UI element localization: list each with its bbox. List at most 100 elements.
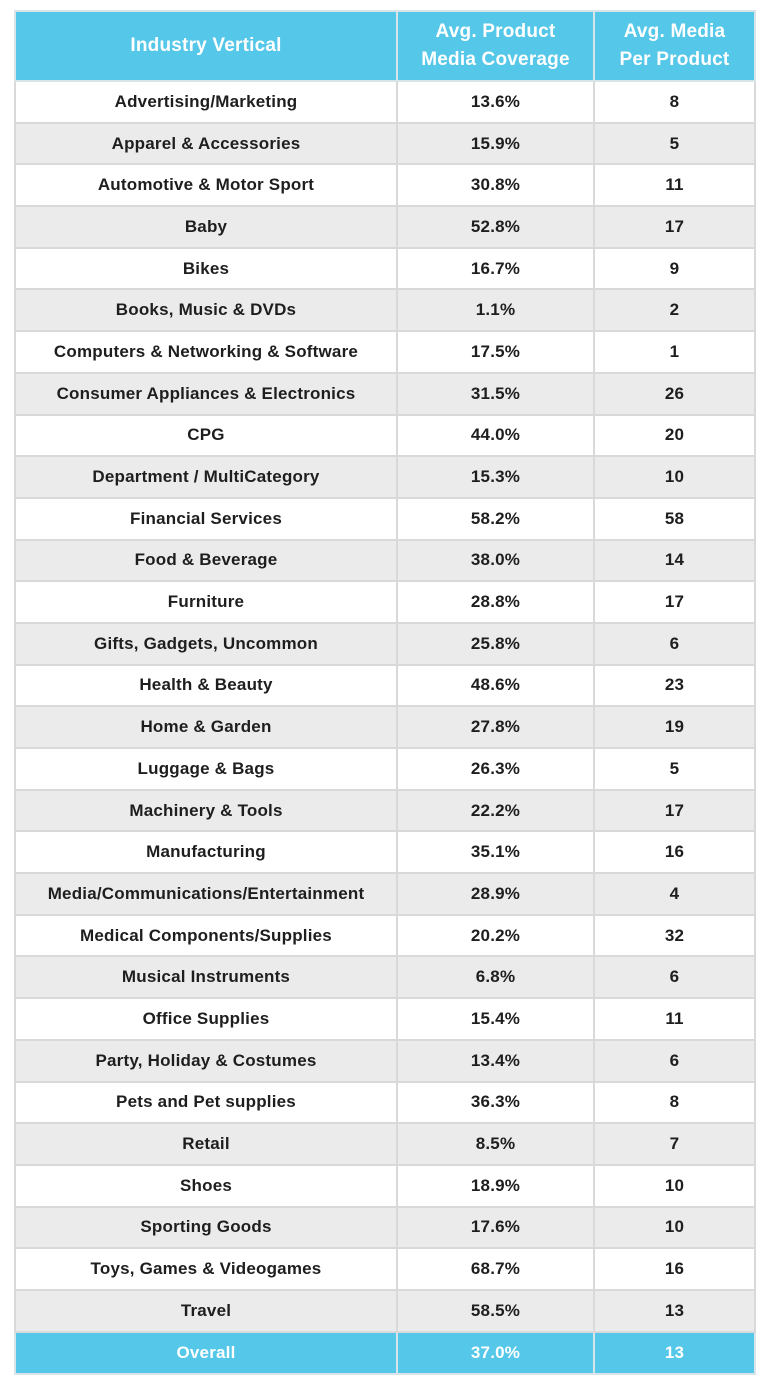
table-row: Manufacturing 35.1% 16 [14,830,756,875]
cell-industry: Machinery & Tools [14,788,398,833]
cell-coverage: 30.8% [396,163,595,208]
cell-media: 11 [593,163,756,208]
table-body: Advertising/Marketing 13.6% 8 Apparel & Acc… [14,80,756,1333]
data-table: Industry Vertical Avg. Product Media Cov… [14,10,756,1375]
cell-industry: Gifts, Gadgets, Uncommon [14,621,398,666]
cell-media: 8 [593,1080,756,1125]
cell-coverage: 26.3% [396,747,595,791]
cell-industry: Consumer Appliances & Electronics [14,371,398,416]
cell-coverage: 15.9% [396,121,595,166]
cell-media: 10 [593,1163,756,1208]
overall-row: Overall 37.0% 13 [14,1330,756,1375]
cell-coverage: 1.1% [396,288,595,333]
cell-media: 4 [593,872,756,916]
table-header: Industry Vertical Avg. Product Media Cov… [14,10,756,82]
table-row: Pets and Pet supplies 36.3% 8 [14,1080,756,1125]
cell-media: 9 [593,246,756,291]
cell-industry: CPG [14,413,398,458]
table-row: Media/Communications/Entertainment 28.9% 4 [14,872,756,916]
cell-industry: Financial Services [14,496,398,541]
cell-coverage: 16.7% [396,246,595,291]
cell-media: 10 [593,1205,756,1250]
header-industry-vertical: Industry Vertical [14,10,398,82]
cell-coverage: 28.9% [396,872,595,916]
table-row: Furniture 28.8% 17 [14,580,756,624]
cell-coverage: 17.6% [396,1205,595,1250]
cell-coverage: 22.2% [396,788,595,833]
cell-coverage: 17.5% [396,330,595,374]
table-row: Medical Components/Supplies 20.2% 32 [14,913,756,958]
table-row: Food & Beverage 38.0% 14 [14,538,756,583]
cell-industry: Office Supplies [14,997,398,1041]
table-row: Department / MultiCategory 15.3% 10 [14,455,756,499]
cell-media: 1 [593,330,756,374]
cell-coverage: 8.5% [396,1122,595,1166]
table-row: Musical Instruments 6.8% 6 [14,955,756,1000]
cell-media: 11 [593,997,756,1041]
cell-industry: Musical Instruments [14,955,398,1000]
table-row: Books, Music & DVDs 1.1% 2 [14,288,756,333]
cell-industry: Home & Garden [14,705,398,749]
cell-industry: Apparel & Accessories [14,121,398,166]
cell-coverage: 52.8% [396,205,595,249]
cell-industry: Pets and Pet supplies [14,1080,398,1125]
table-row: Shoes 18.9% 10 [14,1163,756,1208]
cell-media: 7 [593,1122,756,1166]
table-row: Machinery & Tools 22.2% 17 [14,788,756,833]
cell-industry: Books, Music & DVDs [14,288,398,333]
table-row: Gifts, Gadgets, Uncommon 25.8% 6 [14,621,756,666]
cell-industry: Party, Holiday & Costumes [14,1038,398,1083]
cell-coverage: 27.8% [396,705,595,749]
cell-industry: Toys, Games & Videogames [14,1247,398,1291]
cell-industry: Food & Beverage [14,538,398,583]
cell-industry: Luggage & Bags [14,747,398,791]
table-row: Travel 58.5% 13 [14,1288,756,1333]
cell-industry: Health & Beauty [14,663,398,708]
industry-media-table: Industry Vertical Avg. Product Media Cov… [14,10,756,1375]
table-row: Sporting Goods 17.6% 10 [14,1205,756,1250]
cell-industry: Bikes [14,246,398,291]
cell-coverage: 20.2% [396,913,595,958]
cell-media: 32 [593,913,756,958]
cell-industry: Travel [14,1288,398,1333]
table-row: Financial Services 58.2% 58 [14,496,756,541]
cell-media: 20 [593,413,756,458]
table-row: Toys, Games & Videogames 68.7% 16 [14,1247,756,1291]
cell-industry: Medical Components/Supplies [14,913,398,958]
cell-industry: Furniture [14,580,398,624]
cell-industry: Sporting Goods [14,1205,398,1250]
overall-label: Overall [14,1330,398,1375]
table-row: Advertising/Marketing 13.6% 8 [14,80,756,124]
cell-coverage: 13.6% [396,80,595,124]
cell-media: 13 [593,1288,756,1333]
table-row: Office Supplies 15.4% 11 [14,997,756,1041]
cell-media: 5 [593,121,756,166]
cell-coverage: 15.3% [396,455,595,499]
cell-media: 16 [593,1247,756,1291]
cell-coverage: 15.4% [396,997,595,1041]
table-row: Health & Beauty 48.6% 23 [14,663,756,708]
overall-coverage: 37.0% [396,1330,595,1375]
cell-industry: Automotive & Motor Sport [14,163,398,208]
table-row: CPG 44.0% 20 [14,413,756,458]
cell-coverage: 58.5% [396,1288,595,1333]
table-row: Baby 52.8% 17 [14,205,756,249]
table-row: Bikes 16.7% 9 [14,246,756,291]
cell-industry: Manufacturing [14,830,398,875]
header-row: Industry Vertical Avg. Product Media Cov… [14,10,756,82]
cell-media: 17 [593,788,756,833]
cell-media: 23 [593,663,756,708]
cell-industry: Computers & Networking & Software [14,330,398,374]
cell-coverage: 48.6% [396,663,595,708]
cell-media: 10 [593,455,756,499]
table-row: Party, Holiday & Costumes 13.4% 6 [14,1038,756,1083]
table-row: Automotive & Motor Sport 30.8% 11 [14,163,756,208]
cell-coverage: 36.3% [396,1080,595,1125]
header-avg-media-per-product: Avg. Media Per Product [593,10,756,82]
cell-industry: Retail [14,1122,398,1166]
cell-coverage: 44.0% [396,413,595,458]
cell-media: 2 [593,288,756,333]
cell-media: 17 [593,205,756,249]
cell-media: 6 [593,621,756,666]
table-row: Retail 8.5% 7 [14,1122,756,1166]
